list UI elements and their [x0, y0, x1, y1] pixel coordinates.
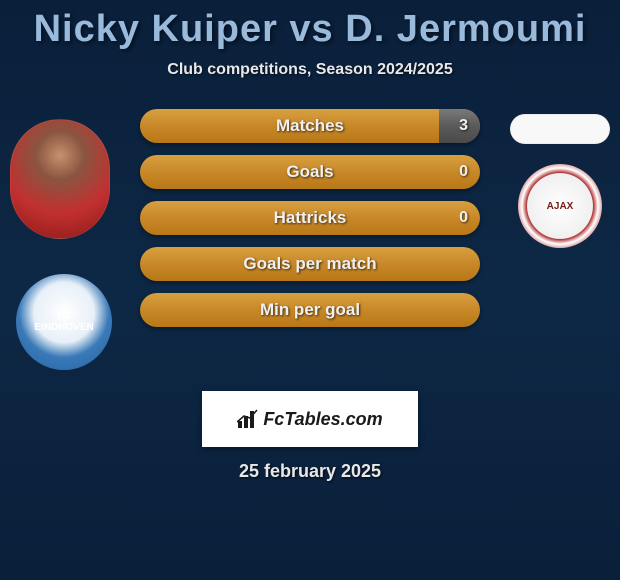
chart-icon: [237, 409, 259, 429]
stat-value-right: 0: [459, 201, 468, 235]
club-left-label: FCEINDHOVEN: [34, 311, 93, 333]
stat-row: Goals per match: [140, 247, 480, 281]
stat-bars: Matches3Goals0Hattricks0Goals per matchM…: [140, 109, 480, 339]
player-left-avatar: [10, 119, 110, 239]
club-right-label: AJAX: [547, 201, 574, 212]
stat-row: Matches3: [140, 109, 480, 143]
comparison-date: 25 february 2025: [0, 461, 620, 482]
stat-row: Goals0: [140, 155, 480, 189]
brand-watermark: FcTables.com: [202, 391, 418, 447]
stat-label: Goals per match: [140, 247, 480, 281]
stat-label: Hattricks: [140, 201, 480, 235]
comparison-content: FCEINDHOVEN AJAX Matches3Goals0Hattricks…: [0, 109, 620, 369]
club-left-badge: FCEINDHOVEN: [16, 274, 112, 370]
stat-row: Hattricks0: [140, 201, 480, 235]
player-right-avatar: [510, 114, 610, 144]
club-right-badge: AJAX: [518, 164, 602, 248]
stat-row: Min per goal: [140, 293, 480, 327]
stat-label: Matches: [140, 109, 480, 143]
comparison-title: Nicky Kuiper vs D. Jermoumi: [0, 0, 620, 51]
comparison-subtitle: Club competitions, Season 2024/2025: [0, 61, 620, 79]
stat-value-right: 0: [459, 155, 468, 189]
stat-label: Min per goal: [140, 293, 480, 327]
brand-text: FcTables.com: [263, 409, 382, 430]
stat-value-right: 3: [459, 109, 468, 143]
stat-label: Goals: [140, 155, 480, 189]
